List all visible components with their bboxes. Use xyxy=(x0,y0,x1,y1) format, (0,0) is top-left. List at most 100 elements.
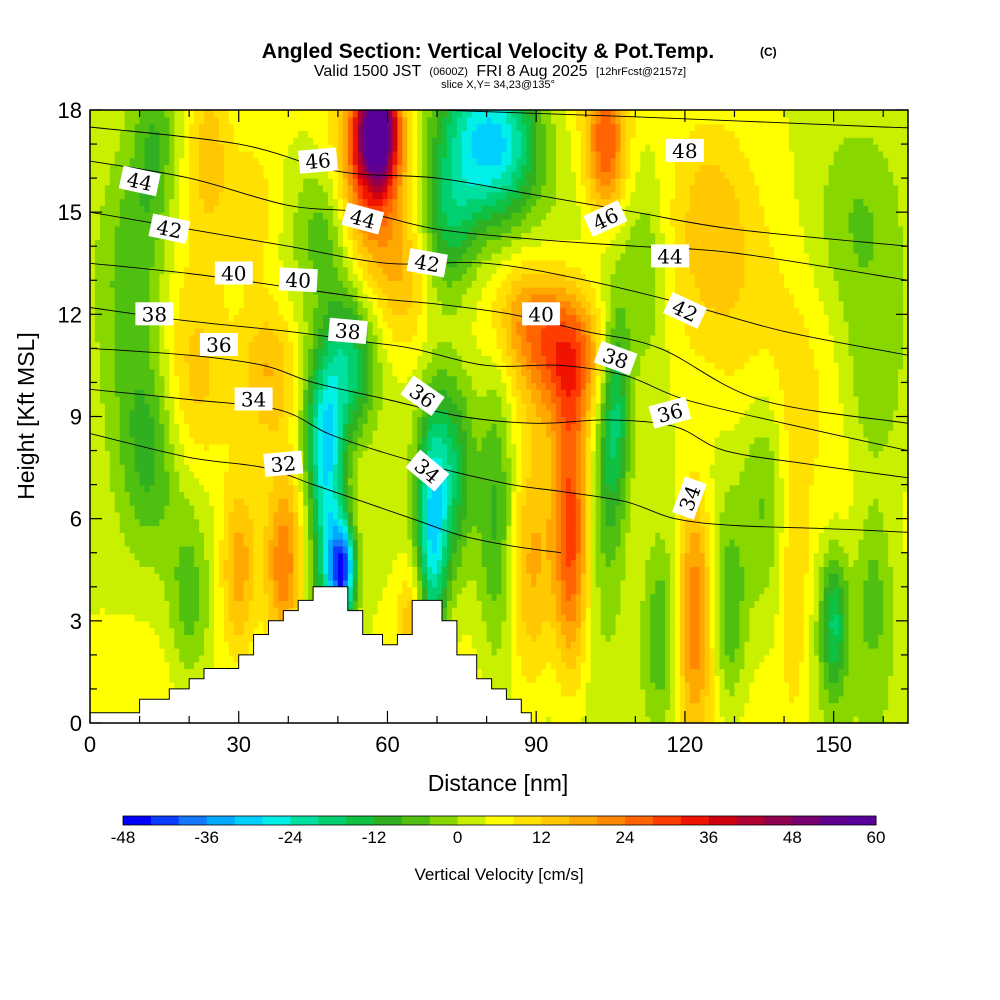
velocity-cell xyxy=(223,470,275,479)
velocity-cell xyxy=(476,389,488,397)
velocity-cell xyxy=(531,368,542,377)
velocity-cell xyxy=(372,634,398,642)
velocity-cell xyxy=(427,212,433,220)
velocity-cell xyxy=(526,212,547,220)
velocity-cell xyxy=(179,191,190,200)
velocity-cell xyxy=(347,171,354,179)
velocity-cell xyxy=(689,259,745,268)
velocity-cell xyxy=(615,150,622,159)
velocity-cell xyxy=(674,287,701,295)
velocity-cell xyxy=(337,402,344,411)
velocity-cell xyxy=(248,600,270,608)
velocity-cell xyxy=(184,491,210,499)
velocity-cell xyxy=(352,511,359,520)
velocity-cell xyxy=(863,607,884,615)
velocity-cell xyxy=(164,443,175,452)
velocity-cell xyxy=(318,362,324,370)
velocity-cell xyxy=(248,368,265,377)
velocity-cell xyxy=(521,593,557,601)
velocity-cell xyxy=(798,307,825,315)
velocity-cell xyxy=(605,552,617,561)
velocity-cell xyxy=(779,470,790,479)
velocity-cell xyxy=(347,144,354,152)
velocity-cell xyxy=(818,287,840,295)
velocity-cell xyxy=(823,614,830,622)
velocity-cell xyxy=(551,409,557,418)
velocity-cell xyxy=(501,280,512,288)
velocity-cell xyxy=(655,273,666,281)
velocity-cell xyxy=(154,464,165,472)
velocity-cell xyxy=(620,525,631,533)
velocity-cell xyxy=(332,573,339,581)
velocity-cell xyxy=(407,532,413,540)
velocity-cell xyxy=(506,416,512,424)
velocity-cell xyxy=(784,661,800,670)
velocity-cell xyxy=(441,566,448,574)
velocity-cell xyxy=(521,443,532,452)
velocity-cell xyxy=(560,518,567,527)
velocity-cell xyxy=(114,157,131,166)
velocity-cell xyxy=(719,702,745,710)
velocity-cell xyxy=(640,614,651,622)
velocity-cell xyxy=(496,593,508,601)
velocity-cell xyxy=(580,634,587,642)
velocity-cell xyxy=(818,682,825,690)
velocity-cell xyxy=(466,477,508,486)
velocity-cell xyxy=(189,389,210,397)
velocity-cell xyxy=(744,232,770,241)
velocity-cell xyxy=(784,614,805,622)
velocity-cell xyxy=(342,280,354,288)
velocity-cell xyxy=(560,654,577,663)
velocity-cell xyxy=(684,518,701,527)
velocity-cell xyxy=(595,498,602,506)
velocity-cell xyxy=(342,477,349,486)
velocity-cell xyxy=(679,552,686,561)
velocity-cell xyxy=(273,579,279,588)
velocity-cell xyxy=(417,518,423,527)
velocity-cell xyxy=(437,559,443,567)
velocity-cell xyxy=(724,498,760,506)
velocity-cell xyxy=(650,545,666,554)
velocity-cell xyxy=(491,253,512,261)
velocity-cell xyxy=(595,184,617,193)
velocity-cell xyxy=(585,709,646,717)
velocity-cell xyxy=(590,280,602,288)
velocity-cell xyxy=(838,287,904,295)
velocity-cell xyxy=(318,402,329,411)
velocity-cell xyxy=(342,430,349,438)
velocity-cell xyxy=(699,634,706,642)
velocity-cell xyxy=(823,593,830,601)
velocity-cell xyxy=(625,389,631,397)
velocity-cell xyxy=(253,525,265,533)
velocity-cell xyxy=(600,593,622,601)
velocity-cell xyxy=(585,164,592,172)
velocity-cell xyxy=(580,491,587,499)
velocity-cell xyxy=(412,566,418,574)
velocity-cell xyxy=(858,259,869,268)
velocity-cell xyxy=(734,688,750,697)
velocity-cell xyxy=(278,498,289,506)
velocity-cell xyxy=(223,607,230,615)
velocity-cell xyxy=(610,389,622,397)
velocity-cell xyxy=(719,661,745,670)
velocity-cell xyxy=(630,477,676,486)
velocity-cell xyxy=(357,348,364,356)
velocity-cell xyxy=(818,607,825,615)
velocity-cell xyxy=(580,368,587,377)
velocity-cell xyxy=(724,559,741,567)
velocity-cell xyxy=(784,552,810,561)
velocity-cell xyxy=(848,348,904,356)
velocity-cell xyxy=(645,593,651,601)
velocity-cell xyxy=(139,191,156,200)
velocity-cell xyxy=(303,525,309,533)
velocity-cell xyxy=(327,573,334,581)
velocity-cell xyxy=(313,334,319,343)
velocity-cell xyxy=(288,586,294,595)
velocity-cell xyxy=(278,593,289,601)
velocity-cell xyxy=(774,641,785,649)
velocity-cell xyxy=(90,368,101,377)
velocity-cell xyxy=(179,586,200,595)
velocity-cell xyxy=(451,191,488,200)
velocity-cell xyxy=(590,627,602,636)
velocity-cell xyxy=(461,157,478,166)
